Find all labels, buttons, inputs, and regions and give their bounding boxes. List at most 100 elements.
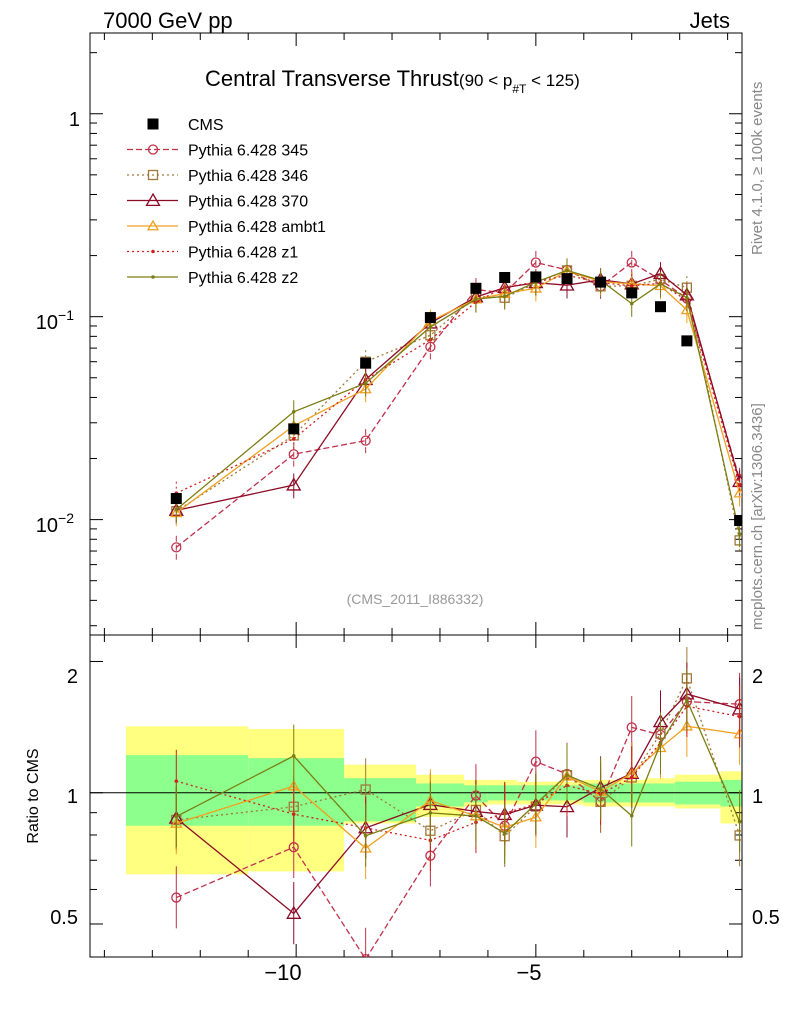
point-pythia-6-428-z2 [737,532,742,536]
point-pythia-6-428-z2 [174,507,179,512]
legend-entry-pythia-6-428-z1: Pythia 6.428 z1 [127,245,298,262]
point-pythia-6-428-345 [425,341,436,353]
y-tick-label-1: 1 [69,109,80,131]
legend-label-pythia-6-428-ambt1: Pythia 6.428 ambt1 [188,219,326,236]
ratio-point-pythia-6-428-z2 [598,787,603,791]
legend-marker-pythia-6-428-z1 [151,249,155,254]
point-pythia-6-428-ambt1 [733,486,742,498]
ratio-point-pythia-6-428-z2 [658,742,663,746]
point-pythia-6-428-z1 [629,283,634,288]
point-cms [681,335,693,347]
ratio-point-pythia-6-428-z2 [291,754,296,758]
legend-marker-pythia-6-428-ambt1 [146,219,160,231]
point-cms [595,276,607,288]
ratio-axis-label: Ratio to CMS [25,748,42,843]
ratio-point-pythia-6-428-z1 [629,775,634,780]
point-pythia-6-428-z2 [363,381,368,386]
legend-marker-pythia-6-428-370 [145,192,161,207]
band-green-2 [344,778,416,822]
header-energy-label: 7000 GeV pp [103,8,233,33]
ratio-point-pythia-6-428-z2 [363,833,368,838]
point-pythia-6-428-345 [626,257,637,268]
ratio-point-pythia-6-428-z2 [502,831,507,835]
point-pythia-6-428-z2 [474,297,478,301]
point-cms [626,287,638,299]
point-pythia-6-428-z1 [737,483,742,487]
series-pythia-6-428-ambt1 [170,259,742,527]
point-pythia-6-428-345 [171,542,182,553]
ratio-point-pythia-6-428-z2 [428,811,433,815]
ratio-point-pythia-6-428-346 [360,784,371,795]
legend-label-cms: CMS [188,117,224,134]
band-green-1 [248,758,345,826]
ratio-point-pythia-6-428-345 [530,756,542,767]
ratio-plot-frame [89,634,743,958]
rivet-version-label: Rivet 4.1.0, ≥ 100k events [749,82,766,255]
ratio-tick-label-2: 2 [67,666,78,688]
y-tick-label-0.01: 10−2 [36,510,74,537]
point-cms [561,273,573,285]
point-pythia-6-428-z2 [658,282,663,286]
legend-marker-pythia-6-428-346 [147,169,159,181]
point-cms [288,423,300,435]
band-green-3 [416,783,464,807]
legend-marker-pythia-6-428-345 [147,144,159,155]
point-pythia-6-428-370 [286,477,302,491]
legend-entry-pythia-6-428-345: Pythia 6.428 345 [127,143,308,160]
ratio-point-pythia-6-428-z1 [291,812,296,816]
analysis-label: (CMS_2011_I886332) [347,591,484,607]
point-pythia-6-428-z2 [685,295,689,300]
legend-label-pythia-6-428-z1: Pythia 6.428 z1 [188,245,298,262]
ratio-point-pythia-6-428-370 [286,905,302,919]
mcplots-reference-label: mcplots.cern.ch [arXiv:1306.3436] [749,403,766,630]
legend: CMS Pythia 6.428 345 Pythia 6.428 346 Pythi… [127,117,326,287]
legend-entry-pythia-6-428-z2: Pythia 6.428 z2 [127,270,298,287]
legend-entry-cms: CMS [147,117,224,134]
ratio-point-pythia-6-428-z2 [534,802,538,806]
point-pythia-6-428-345 [360,435,371,446]
legend-marker-pythia-6-428-z2 [151,275,155,279]
ratio-point-pythia-6-428-z2 [474,814,478,818]
ratio-point-pythia-6-428-z1 [737,714,742,719]
point-cms [530,271,542,283]
legend-label-pythia-6-428-346: Pythia 6.428 346 [188,168,308,185]
point-cms [655,301,666,313]
y-tick-label-0.1: 10−1 [36,307,74,334]
main-y-tick-labels: 1 10−1 10−2 [36,109,80,537]
legend-marker-cms [147,118,159,130]
ratio-series-layer [168,647,742,957]
point-cms [734,514,742,526]
ratio-point-pythia-6-428-345 [171,892,182,903]
series-pythia-6-428-z1 [174,263,742,507]
ratio-y-tick-labels: 2 1 0.5 2 1 0.5 [50,666,780,929]
ratio-uncertainty-bands [90,726,742,875]
ratio-point-pythia-6-428-z2 [685,698,689,702]
point-cms [424,312,436,324]
x-tick-label-minus-10: −10 [264,960,301,985]
main-series-layer [168,250,742,561]
ratio-tick-label-1: 1 [67,786,78,808]
header-jets-label: Jets [690,8,730,33]
series-cms [170,271,742,526]
point-pythia-6-428-345 [530,257,542,268]
legend-entry-pythia-6-428-346: Pythia 6.428 346 [127,168,308,185]
legend-entry-pythia-6-428-370: Pythia 6.428 370 [127,192,308,211]
x-tick-labels: −10 −5 [264,960,541,985]
point-pythia-6-428-z1 [291,437,296,441]
ratio-tick-label-0.5-right: 0.5 [752,907,780,929]
ratio-tick-label-2-right: 2 [752,666,763,688]
ratio-point-pythia-6-428-z2 [174,814,179,819]
legend-label-pythia-6-428-z2: Pythia 6.428 z2 [188,270,298,287]
ratio-point-pythia-6-428-345 [626,722,637,733]
x-tick-label-minus-5: −5 [516,960,541,985]
legend-label-pythia-6-428-370: Pythia 6.428 370 [188,194,308,211]
point-pythia-6-428-345 [288,449,299,460]
ratio-point-pythia-6-428-345 [360,954,371,957]
axis-ticks [90,33,742,957]
chart-title: Central Transverse Thrust(90 < p#T < 125… [205,66,580,96]
ratio-point-pythia-6-428-z2 [737,819,742,824]
point-cms [470,282,482,294]
point-pythia-6-428-z2 [565,268,569,273]
point-cms [170,493,182,505]
